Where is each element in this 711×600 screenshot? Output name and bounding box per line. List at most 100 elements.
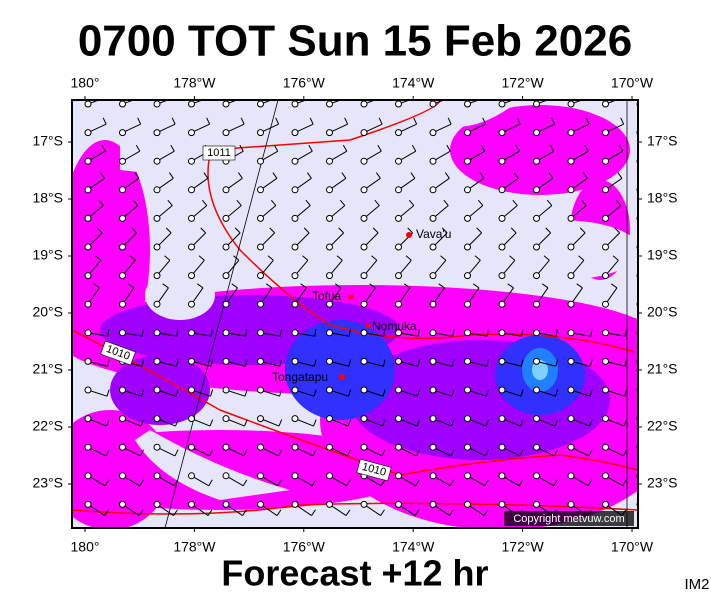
wind-station [222, 329, 230, 337]
wind-barb-flag [348, 359, 352, 367]
wind-barb-flag [415, 91, 417, 98]
wind-barb [640, 124, 658, 132]
wind-barb-flag [510, 227, 517, 234]
wind-station [567, 443, 575, 451]
wind-station [188, 300, 195, 308]
wind-barb-flag [239, 144, 244, 152]
wind-station [533, 357, 540, 365]
wind-station [188, 386, 195, 394]
wind-station [498, 386, 506, 394]
lat-label-left: 22°S [32, 418, 63, 434]
wind-station [567, 386, 575, 394]
wind-station [602, 129, 609, 137]
wind-station [153, 272, 161, 280]
wind-station [153, 243, 161, 251]
wind-barb-flag [277, 479, 282, 487]
wind-barb-flag [382, 359, 386, 367]
wind-barb-flag [555, 359, 559, 367]
wind-station [533, 186, 540, 194]
wind-station [222, 300, 230, 308]
wind-barb-flag [617, 172, 623, 179]
wind-barb-flag [138, 509, 144, 516]
wind-station [429, 500, 437, 508]
wind-barb-flag [276, 509, 282, 516]
wind-station [84, 386, 92, 394]
wind-barb-flag [659, 390, 661, 397]
wind-barb-flag [405, 255, 412, 261]
wind-station [360, 100, 368, 108]
wind-barb-flag [242, 509, 247, 516]
wind-barb-flag [165, 227, 172, 234]
wind-barb-flag [576, 283, 583, 289]
lat-label-right: 23°S [647, 475, 678, 491]
wind-station [291, 100, 299, 108]
wind-station [153, 472, 161, 480]
wind-barb-flag [518, 91, 520, 98]
wind-station [257, 129, 264, 137]
wind-barb-flag [584, 144, 589, 152]
wind-barb-flag [479, 172, 485, 179]
wind-barb-flag [451, 359, 455, 367]
wind-station [153, 443, 161, 451]
wind-barb-flag [137, 117, 142, 125]
wind-station [602, 500, 609, 508]
wind-station [188, 157, 195, 165]
wind-station [291, 157, 299, 165]
wind-barb-flag [646, 284, 652, 288]
wind-station [429, 272, 437, 280]
wind-station [222, 500, 230, 508]
wind-station [291, 129, 299, 137]
wind-station [602, 357, 609, 365]
wind-station [291, 472, 299, 480]
wind-barb-flag [622, 479, 627, 487]
wind-barb-flag [590, 329, 593, 337]
wind-station [395, 443, 402, 451]
wind-station [257, 415, 264, 423]
wind-barb-flag [141, 329, 144, 337]
wind-station [153, 357, 161, 365]
wind-station [360, 129, 368, 137]
wind-station [119, 272, 126, 280]
wind-barb-flag [206, 117, 211, 125]
wind-station [360, 214, 368, 222]
wind-station [119, 500, 126, 508]
wind-barb-flag [374, 199, 380, 206]
wind-station [464, 100, 471, 108]
wind-station [533, 157, 540, 165]
wind-station [533, 443, 540, 451]
wind-station [291, 443, 299, 451]
wind-station [291, 415, 299, 423]
wind-station [498, 243, 506, 251]
wind-barb-flag [507, 283, 514, 289]
wind-barb-flag [203, 172, 209, 179]
wind-barb-flag [578, 255, 585, 261]
map-frame [71, 99, 639, 529]
wind-station [464, 357, 471, 365]
wind-station [84, 272, 92, 280]
wind-barb-flag [305, 199, 311, 206]
wind-barb-flag [308, 144, 313, 152]
wind-barb-flag [237, 172, 243, 179]
wind-barb-flag [543, 255, 550, 261]
wind-barb-flag [451, 419, 455, 427]
wind-barb-flag [589, 389, 593, 397]
wind-station [222, 415, 230, 423]
wind-barb-flag [555, 389, 559, 397]
wind-barb-flag [440, 255, 447, 261]
wind-station [257, 157, 264, 165]
lat-label-left: 20°S [32, 304, 63, 320]
wind-barb-flag [618, 144, 624, 152]
wind-barb-flag [336, 255, 343, 261]
wind-station [84, 500, 92, 508]
wind-barb-flag [383, 329, 386, 337]
wind-station [464, 386, 471, 394]
wind-barb-flag [554, 449, 558, 457]
wind-station [326, 243, 333, 251]
wind-barb-flag [348, 329, 351, 337]
wind-station [498, 500, 506, 508]
wind-barb-flag [620, 117, 625, 125]
wind-barb-flag [313, 419, 317, 427]
wind-barb-flag [476, 227, 482, 234]
wind-barb-flag [589, 419, 593, 427]
wind-barb-flag [141, 389, 145, 397]
